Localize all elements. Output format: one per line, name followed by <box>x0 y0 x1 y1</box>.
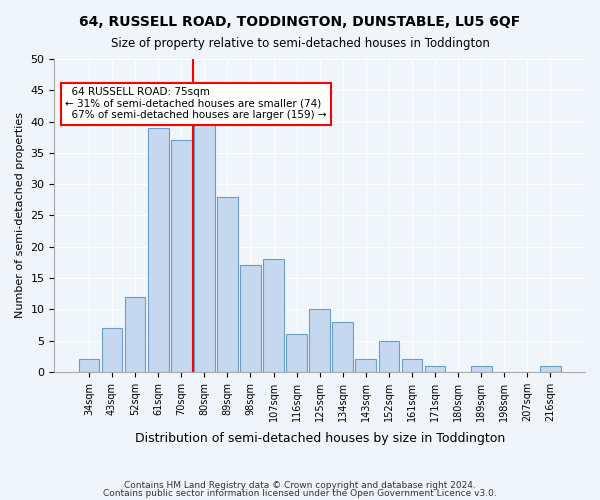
Bar <box>471 366 491 372</box>
Bar <box>101 328 122 372</box>
Bar <box>332 322 353 372</box>
X-axis label: Distribution of semi-detached houses by size in Toddington: Distribution of semi-detached houses by … <box>134 432 505 445</box>
Bar <box>125 296 145 372</box>
Bar <box>379 340 400 372</box>
Bar <box>240 266 261 372</box>
Text: 64, RUSSELL ROAD, TODDINGTON, DUNSTABLE, LU5 6QF: 64, RUSSELL ROAD, TODDINGTON, DUNSTABLE,… <box>79 15 521 29</box>
Text: Contains HM Land Registry data © Crown copyright and database right 2024.: Contains HM Land Registry data © Crown c… <box>124 481 476 490</box>
Text: 64 RUSSELL ROAD: 75sqm
← 31% of semi-detached houses are smaller (74)
  67% of s: 64 RUSSELL ROAD: 75sqm ← 31% of semi-det… <box>65 87 326 120</box>
Bar <box>148 128 169 372</box>
Y-axis label: Number of semi-detached properties: Number of semi-detached properties <box>15 112 25 318</box>
Bar <box>425 366 445 372</box>
Bar <box>401 360 422 372</box>
Bar <box>171 140 191 372</box>
Bar <box>540 366 561 372</box>
Bar <box>79 360 99 372</box>
Bar <box>310 309 330 372</box>
Bar <box>355 360 376 372</box>
Bar <box>286 334 307 372</box>
Bar <box>194 109 215 372</box>
Bar <box>217 196 238 372</box>
Text: Contains public sector information licensed under the Open Government Licence v3: Contains public sector information licen… <box>103 488 497 498</box>
Text: Size of property relative to semi-detached houses in Toddington: Size of property relative to semi-detach… <box>110 38 490 51</box>
Bar <box>263 259 284 372</box>
